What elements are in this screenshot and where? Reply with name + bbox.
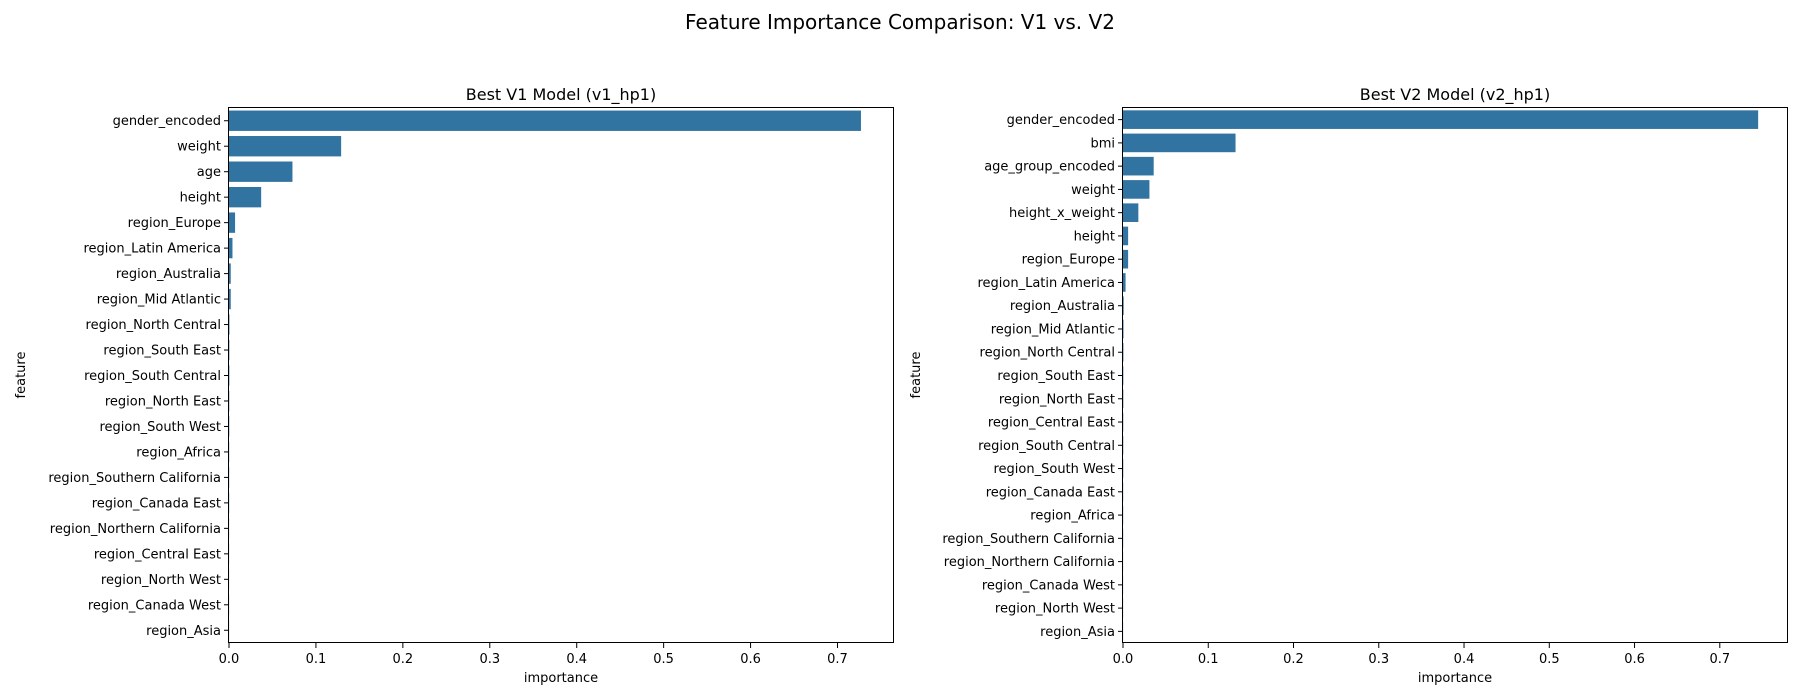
v1-ytick-label-5: region_Latin America <box>83 242 221 257</box>
v1-xtick-label-7: 0.7 <box>827 652 848 667</box>
figure-title: Feature Importance Comparison: V1 vs. V2 <box>685 10 1115 34</box>
v1-bars <box>229 110 861 641</box>
v2-ytick-label-22: region_Asia <box>1040 625 1115 640</box>
v2-xtick-label-5: 0.5 <box>1539 652 1560 667</box>
v1-bar-3 <box>229 186 262 208</box>
v1-bar-5 <box>229 237 233 259</box>
v1-ytick-label-19: region_Canada West <box>88 598 221 613</box>
v2-ytick-label-5: height <box>1074 229 1115 244</box>
v2-x-axis-ticks: 0.0 0.1 0.2 0.3 0.4 0.5 0.6 0.7 <box>1113 643 1730 667</box>
v2-chart-title: Best V2 Model (v2_hp1) <box>1360 85 1550 105</box>
v2-ytick-label-10: region_North Central <box>980 346 1115 361</box>
v1-x-axis-label: importance <box>524 671 598 686</box>
v2-bar-4 <box>1123 203 1139 222</box>
v2-ytick-label-13: region_Central East <box>988 416 1115 431</box>
v2-ytick-label-15: region_South West <box>994 462 1116 477</box>
v2-bar-9 <box>1123 319 1124 339</box>
v2-xtick-label-4: 0.4 <box>1454 652 1475 667</box>
v1-plot-frame <box>228 107 894 643</box>
v1-bar-1 <box>229 136 342 157</box>
v1-chart-title: Best V1 Model (v1_hp1) <box>466 85 656 105</box>
v2-bar-2 <box>1123 156 1154 176</box>
v1-x-axis-ticks: 0.0 0.1 0.2 0.3 0.4 0.5 0.6 0.7 <box>219 643 848 667</box>
v1-xtick-label-6: 0.6 <box>740 652 761 667</box>
v2-plot-frame <box>1122 107 1788 643</box>
v2-ytick-label-8: region_Australia <box>1010 299 1115 314</box>
v1-ytick-label-6: region_Australia <box>116 267 221 282</box>
v2-x-axis-label: importance <box>1418 671 1492 686</box>
v1-ytick-label-2: age <box>197 165 221 180</box>
v1-y-axis-label: feature <box>14 352 29 399</box>
v2-ytick-label-21: region_North West <box>995 602 1115 617</box>
v2-xtick-label-2: 0.2 <box>1283 652 1304 667</box>
v2-ytick-label-18: region_Southern California <box>942 532 1115 547</box>
v1-ytick-label-3: height <box>180 191 221 206</box>
v2-ytick-label-6: region_Europe <box>1022 253 1115 268</box>
v1-ytick-label-14: region_Southern California <box>48 471 221 486</box>
v1-ytick-label-16: region_Northern California <box>50 522 221 537</box>
v2-ytick-label-17: region_Africa <box>1030 509 1115 524</box>
v1-ytick-label-7: region_Mid Atlantic <box>97 293 221 308</box>
v1-feature-importance-chart: Best V1 Model (v1_hp1) gender_encodedwei… <box>14 85 894 686</box>
v1-bar-6 <box>229 263 231 284</box>
v1-xtick-label-3: 0.3 <box>479 652 500 667</box>
v2-bar-5 <box>1123 226 1129 246</box>
v2-ytick-label-3: weight <box>1071 183 1115 198</box>
v2-feature-importance-chart: Best V2 Model (v2_hp1) gender_encodedbmi… <box>909 85 1788 686</box>
v1-ytick-label-1: weight <box>177 140 221 155</box>
v2-bars <box>1123 110 1759 641</box>
v2-bar-0 <box>1123 110 1759 129</box>
v1-ytick-label-17: region_Central East <box>94 547 221 562</box>
v2-ytick-label-20: region_Canada West <box>982 578 1115 593</box>
v1-xtick-label-5: 0.5 <box>653 652 674 667</box>
v1-ytick-label-8: region_North Central <box>86 318 221 333</box>
v1-ytick-label-15: region_Canada East <box>92 496 221 511</box>
v1-ytick-label-4: region_Europe <box>128 216 221 231</box>
v2-ytick-label-11: region_South East <box>997 369 1115 384</box>
v2-bar-8 <box>1123 296 1124 316</box>
v2-ytick-label-2: age_group_encoded <box>984 160 1115 175</box>
v2-xtick-label-0: 0.0 <box>1113 652 1134 667</box>
v1-bar-0 <box>229 110 861 131</box>
v2-ytick-label-1: bmi <box>1090 136 1115 151</box>
v1-bar-4 <box>229 212 236 233</box>
v1-bar-7 <box>229 288 231 310</box>
v1-ytick-label-12: region_South West <box>100 420 222 435</box>
v2-ytick-label-7: region_Latin America <box>977 276 1115 291</box>
v1-xtick-label-4: 0.4 <box>566 652 587 667</box>
v1-xtick-label-1: 0.1 <box>306 652 327 667</box>
v1-ytick-label-20: region_Asia <box>146 624 221 639</box>
v2-ytick-label-14: region_South Central <box>978 439 1115 454</box>
v1-ytick-label-9: region_South East <box>103 344 221 359</box>
v2-xtick-label-1: 0.1 <box>1198 652 1219 667</box>
v1-xtick-label-0: 0.0 <box>219 652 240 667</box>
v2-ytick-label-4: height_x_weight <box>1009 206 1115 221</box>
v2-ytick-label-0: gender_encoded <box>1007 113 1115 128</box>
v2-y-axis-label: feature <box>909 352 924 399</box>
v2-bar-7 <box>1123 273 1126 292</box>
v2-bar-1 <box>1123 133 1236 153</box>
v1-ytick-label-18: region_North West <box>101 573 221 588</box>
v1-ytick-label-10: region_South Central <box>84 369 221 384</box>
v2-ytick-label-19: region_Northern California <box>944 555 1115 570</box>
v1-bar-2 <box>229 161 293 182</box>
v1-xtick-label-2: 0.2 <box>393 652 414 667</box>
v2-ytick-label-16: region_Canada East <box>986 485 1115 500</box>
v2-bar-3 <box>1123 180 1150 199</box>
v1-ytick-label-11: region_North East <box>105 394 221 409</box>
v2-xtick-label-3: 0.3 <box>1368 652 1389 667</box>
v2-ytick-label-12: region_North East <box>999 392 1115 407</box>
v2-xtick-label-7: 0.7 <box>1709 652 1730 667</box>
v1-ytick-label-13: region_Africa <box>136 445 221 460</box>
v1-ytick-label-0: gender_encoded <box>113 114 221 129</box>
v2-bar-6 <box>1123 249 1129 269</box>
v2-ytick-label-9: region_Mid Atlantic <box>991 322 1115 337</box>
v2-xtick-label-6: 0.6 <box>1624 652 1645 667</box>
